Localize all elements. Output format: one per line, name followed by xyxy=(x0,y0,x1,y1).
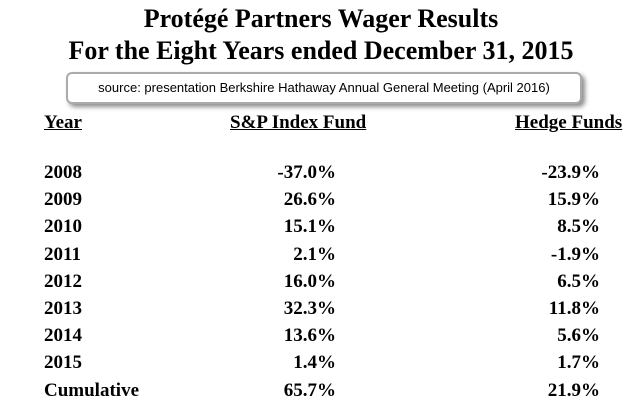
cell-hedge-funds: 6.5% xyxy=(557,270,600,292)
cell-sp-index-fund: 13.6% xyxy=(283,325,336,347)
cell-sp-index-fund: 15.1% xyxy=(283,216,336,238)
column-header-hedge-funds: Hedge Funds xyxy=(515,112,623,133)
chart-title-line-1: Protégé Partners Wager Results xyxy=(143,4,499,33)
cell-year: 2014 xyxy=(44,325,82,347)
table-row: 2012 16.0% 6.5% xyxy=(0,268,642,296)
cell-sp-index-fund: -37.0% xyxy=(277,162,336,183)
table-row: 2013 32.3% 11.8% xyxy=(0,295,642,323)
table-row: 2015 1.4% 1.7% xyxy=(0,349,642,377)
cell-hedge-funds: 1.7% xyxy=(557,352,600,374)
table-row: 2009 26.6% 15.9% xyxy=(0,186,642,214)
column-header-sp-index-fund: S&P Index Fund xyxy=(230,112,367,133)
cell-year: 2013 xyxy=(44,298,82,319)
cell-sp-index-fund: 32.3% xyxy=(283,298,336,319)
cell-year: 2011 xyxy=(44,243,81,265)
cell-hedge-funds: 8.5% xyxy=(557,216,600,238)
cell-year: 2012 xyxy=(44,270,82,292)
cell-hedge-funds: -1.9% xyxy=(550,243,600,265)
cell-year: 2015 xyxy=(44,352,82,374)
cell-hedge-funds: 15.9% xyxy=(547,189,600,211)
source-note: source: presentation Berkshire Hathaway … xyxy=(66,72,582,104)
column-header-year: Year xyxy=(44,112,82,133)
table-row: 2010 15.1% 8.5% xyxy=(0,213,642,241)
cell-hedge-funds: 11.8% xyxy=(548,298,600,319)
cell-sp-index-fund: 65.7% xyxy=(283,379,336,401)
cell-hedge-funds: -23.9% xyxy=(541,162,600,183)
cell-hedge-funds: 5.6% xyxy=(557,325,600,347)
cell-sp-index-fund: 1.4% xyxy=(293,352,336,374)
table-row: 2011 2.1% -1.9% xyxy=(0,241,642,269)
cell-hedge-funds: 21.9% xyxy=(547,379,600,401)
cell-year: 2008 xyxy=(44,162,82,183)
cumulative-row: Cumulative 65.7% 21.9% xyxy=(0,377,642,405)
cell-year: 2009 xyxy=(44,189,82,211)
table-row: 2014 13.6% 5.6% xyxy=(0,322,642,350)
cell-sp-index-fund: 26.6% xyxy=(283,189,336,211)
cell-year: Cumulative xyxy=(44,379,139,401)
cell-year: 2010 xyxy=(44,216,82,238)
chart-title-line-2: For the Eight Years ended December 31, 2… xyxy=(68,36,574,65)
cell-sp-index-fund: 2.1% xyxy=(293,243,336,265)
table-row: 2008 -37.0% -23.9% xyxy=(0,159,642,187)
cell-sp-index-fund: 16.0% xyxy=(283,270,336,292)
